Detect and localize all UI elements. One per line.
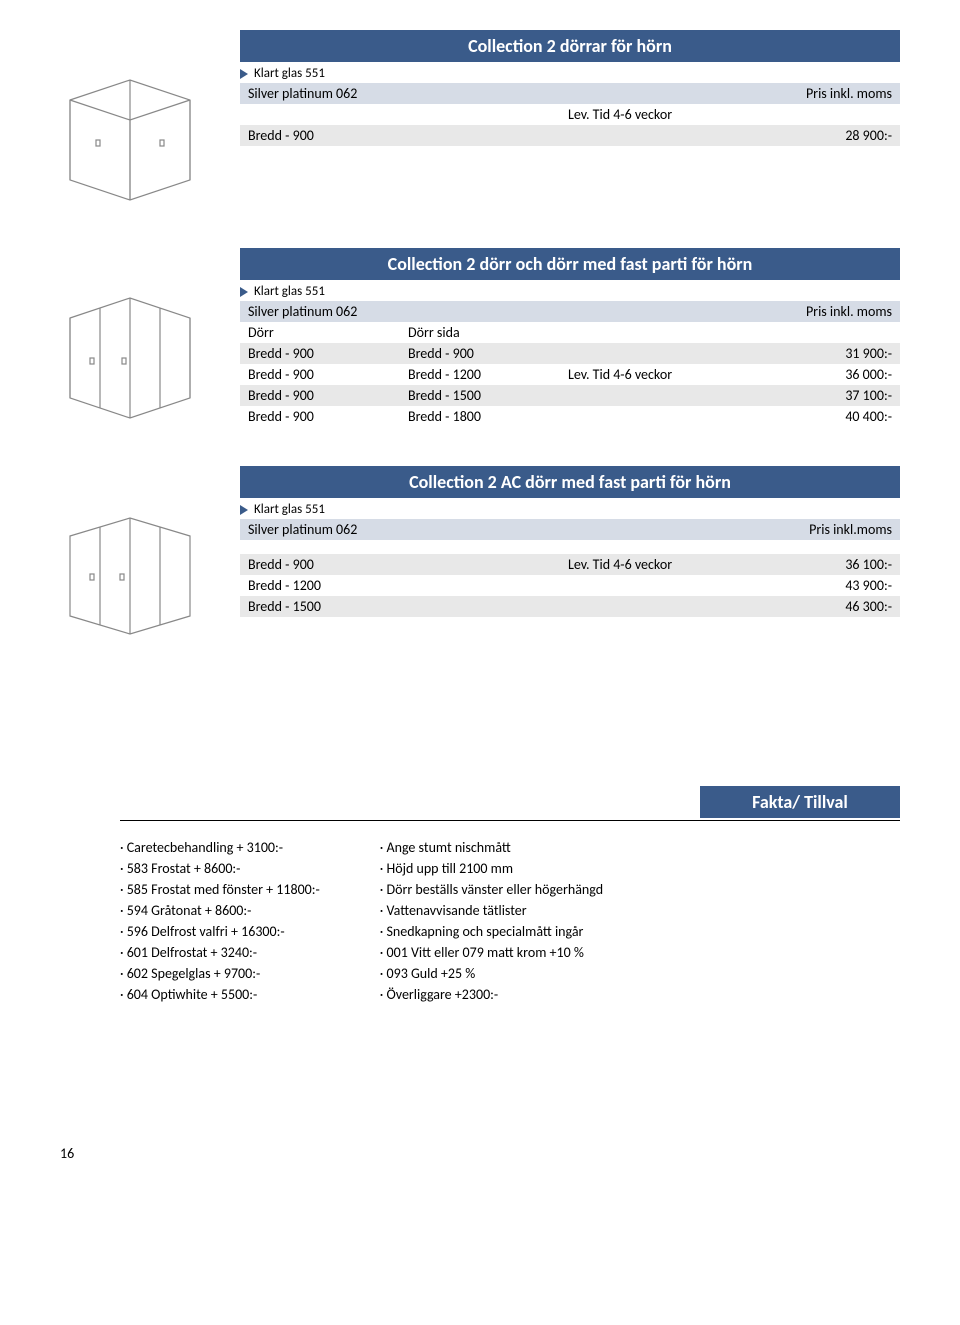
glass-label: Klart glas 551 (254, 66, 325, 81)
list-item: · Ange stumt nischmått (380, 837, 603, 858)
section-1-content: Klart glas 551 Silver platinum 062 Pris … (240, 62, 900, 210)
fakta-section: Fakta/ Tillval · Caretecbehandling + 310… (60, 786, 900, 1005)
section-3-glass-marker: Klart glas 551 (240, 502, 900, 517)
section-2-title: Collection 2 dörr och dörr med fast part… (240, 248, 900, 280)
section-2-subheader: Silver platinum 062 Pris inkl. moms (240, 301, 900, 322)
list-item: · 583 Frostat + 8600:- (120, 858, 320, 879)
fakta-title: Fakta/ Tillval (700, 786, 900, 818)
price-label: Pris inkl. moms (772, 303, 892, 320)
section-1: Collection 2 dörrar för hörn Klart gla (60, 30, 900, 210)
list-item: · Vattenavvisande tätlister (380, 900, 603, 921)
section-3-subheader: Silver platinum 062 Pris inkl.moms (240, 519, 900, 540)
section-2-table: Dörr Dörr sida Bredd - 900 Bredd - 900 3… (240, 322, 900, 427)
section-1-illustration (60, 62, 240, 210)
corner-ac-enclosure-icon (60, 506, 200, 646)
section-3-illustration (60, 498, 240, 646)
section-3: Collection 2 AC dörr med fast parti för … (60, 466, 900, 646)
price-label: Pris inkl. moms (772, 85, 892, 102)
section-1-subheader: Silver platinum 062 Pris inkl. moms (240, 83, 900, 104)
fakta-left-list: · Caretecbehandling + 3100:- · 583 Frost… (120, 837, 320, 1005)
table-row: Bredd - 900 Bredd - 1800 40 400:- (240, 406, 900, 427)
triangle-icon (240, 287, 248, 297)
triangle-icon (240, 505, 248, 515)
fakta-right-list: · Ange stumt nischmått · Höjd upp till 2… (380, 837, 603, 1005)
section-1-table: Lev. Tid 4-6 veckor Bredd - 900 28 900:- (240, 104, 900, 146)
section-2-content: Klart glas 551 Silver platinum 062 Pris … (240, 280, 900, 428)
platinum-label: Silver platinum 062 (248, 85, 772, 102)
list-item: · 093 Guld +25 % (380, 963, 603, 984)
section-2-illustration (60, 280, 240, 428)
section-3-table: Bredd - 900 Lev. Tid 4-6 veckor 36 100:-… (240, 554, 900, 617)
list-item: · 602 Spegelglas + 9700:- (120, 963, 320, 984)
platinum-label: Silver platinum 062 (248, 303, 772, 320)
table-row: Bredd - 900 Bredd - 1200 Lev. Tid 4-6 ve… (240, 364, 900, 385)
corner-enclosure-panel-icon (60, 288, 200, 428)
list-item: · 596 Delfrost valfri + 16300:- (120, 921, 320, 942)
list-item: · Överliggare +2300:- (380, 984, 603, 1005)
table-row: Bredd - 900 Bredd - 900 31 900:- (240, 343, 900, 364)
spacer (240, 540, 900, 554)
list-item: · 601 Delfrostat + 3240:- (120, 942, 320, 963)
triangle-icon (240, 69, 248, 79)
list-item: · Caretecbehandling + 3100:- (120, 837, 320, 858)
section-1-title: Collection 2 dörrar för hörn (240, 30, 900, 62)
list-item: · Snedkapning och specialmått ingår (380, 921, 603, 942)
section-2: Collection 2 dörr och dörr med fast part… (60, 248, 900, 428)
fakta-lists: · Caretecbehandling + 3100:- · 583 Frost… (120, 837, 900, 1005)
glass-label: Klart glas 551 (254, 502, 325, 517)
section-3-block: Klart glas 551 Silver platinum 062 Pris … (60, 498, 900, 646)
list-item: · 585 Frostat med fönster + 11800:- (120, 879, 320, 900)
list-item: · 001 Vitt eller 079 matt krom +10 % (380, 942, 603, 963)
list-item: · Dörr beställs vänster eller högerhängd (380, 879, 603, 900)
section-3-title: Collection 2 AC dörr med fast parti för … (240, 466, 900, 498)
page-number: 16 (60, 1145, 900, 1162)
table-row: Bredd - 900 Lev. Tid 4-6 veckor 36 100:- (240, 554, 900, 575)
section-1-block: Klart glas 551 Silver platinum 062 Pris … (60, 62, 900, 210)
glass-label: Klart glas 551 (254, 284, 325, 299)
fakta-rule (120, 820, 900, 821)
price-label: Pris inkl.moms (772, 521, 892, 538)
section-2-block: Klart glas 551 Silver platinum 062 Pris … (60, 280, 900, 428)
corner-enclosure-icon (60, 70, 200, 210)
section-2-glass-marker: Klart glas 551 (240, 284, 900, 299)
platinum-label: Silver platinum 062 (248, 521, 772, 538)
table-row: Bredd - 1500 46 300:- (240, 596, 900, 617)
list-item: · 594 Gråtonat + 8600:- (120, 900, 320, 921)
table-header-row: Dörr Dörr sida (240, 322, 900, 343)
table-row: Lev. Tid 4-6 veckor (240, 104, 900, 125)
list-item: · Höjd upp till 2100 mm (380, 858, 603, 879)
section-3-content: Klart glas 551 Silver platinum 062 Pris … (240, 498, 900, 646)
table-row: Bredd - 1200 43 900:- (240, 575, 900, 596)
list-item: · 604 Optiwhite + 5500:- (120, 984, 320, 1005)
table-row: Bredd - 900 Bredd - 1500 37 100:- (240, 385, 900, 406)
table-row: Bredd - 900 28 900:- (240, 125, 900, 146)
section-1-glass-marker: Klart glas 551 (240, 66, 900, 81)
